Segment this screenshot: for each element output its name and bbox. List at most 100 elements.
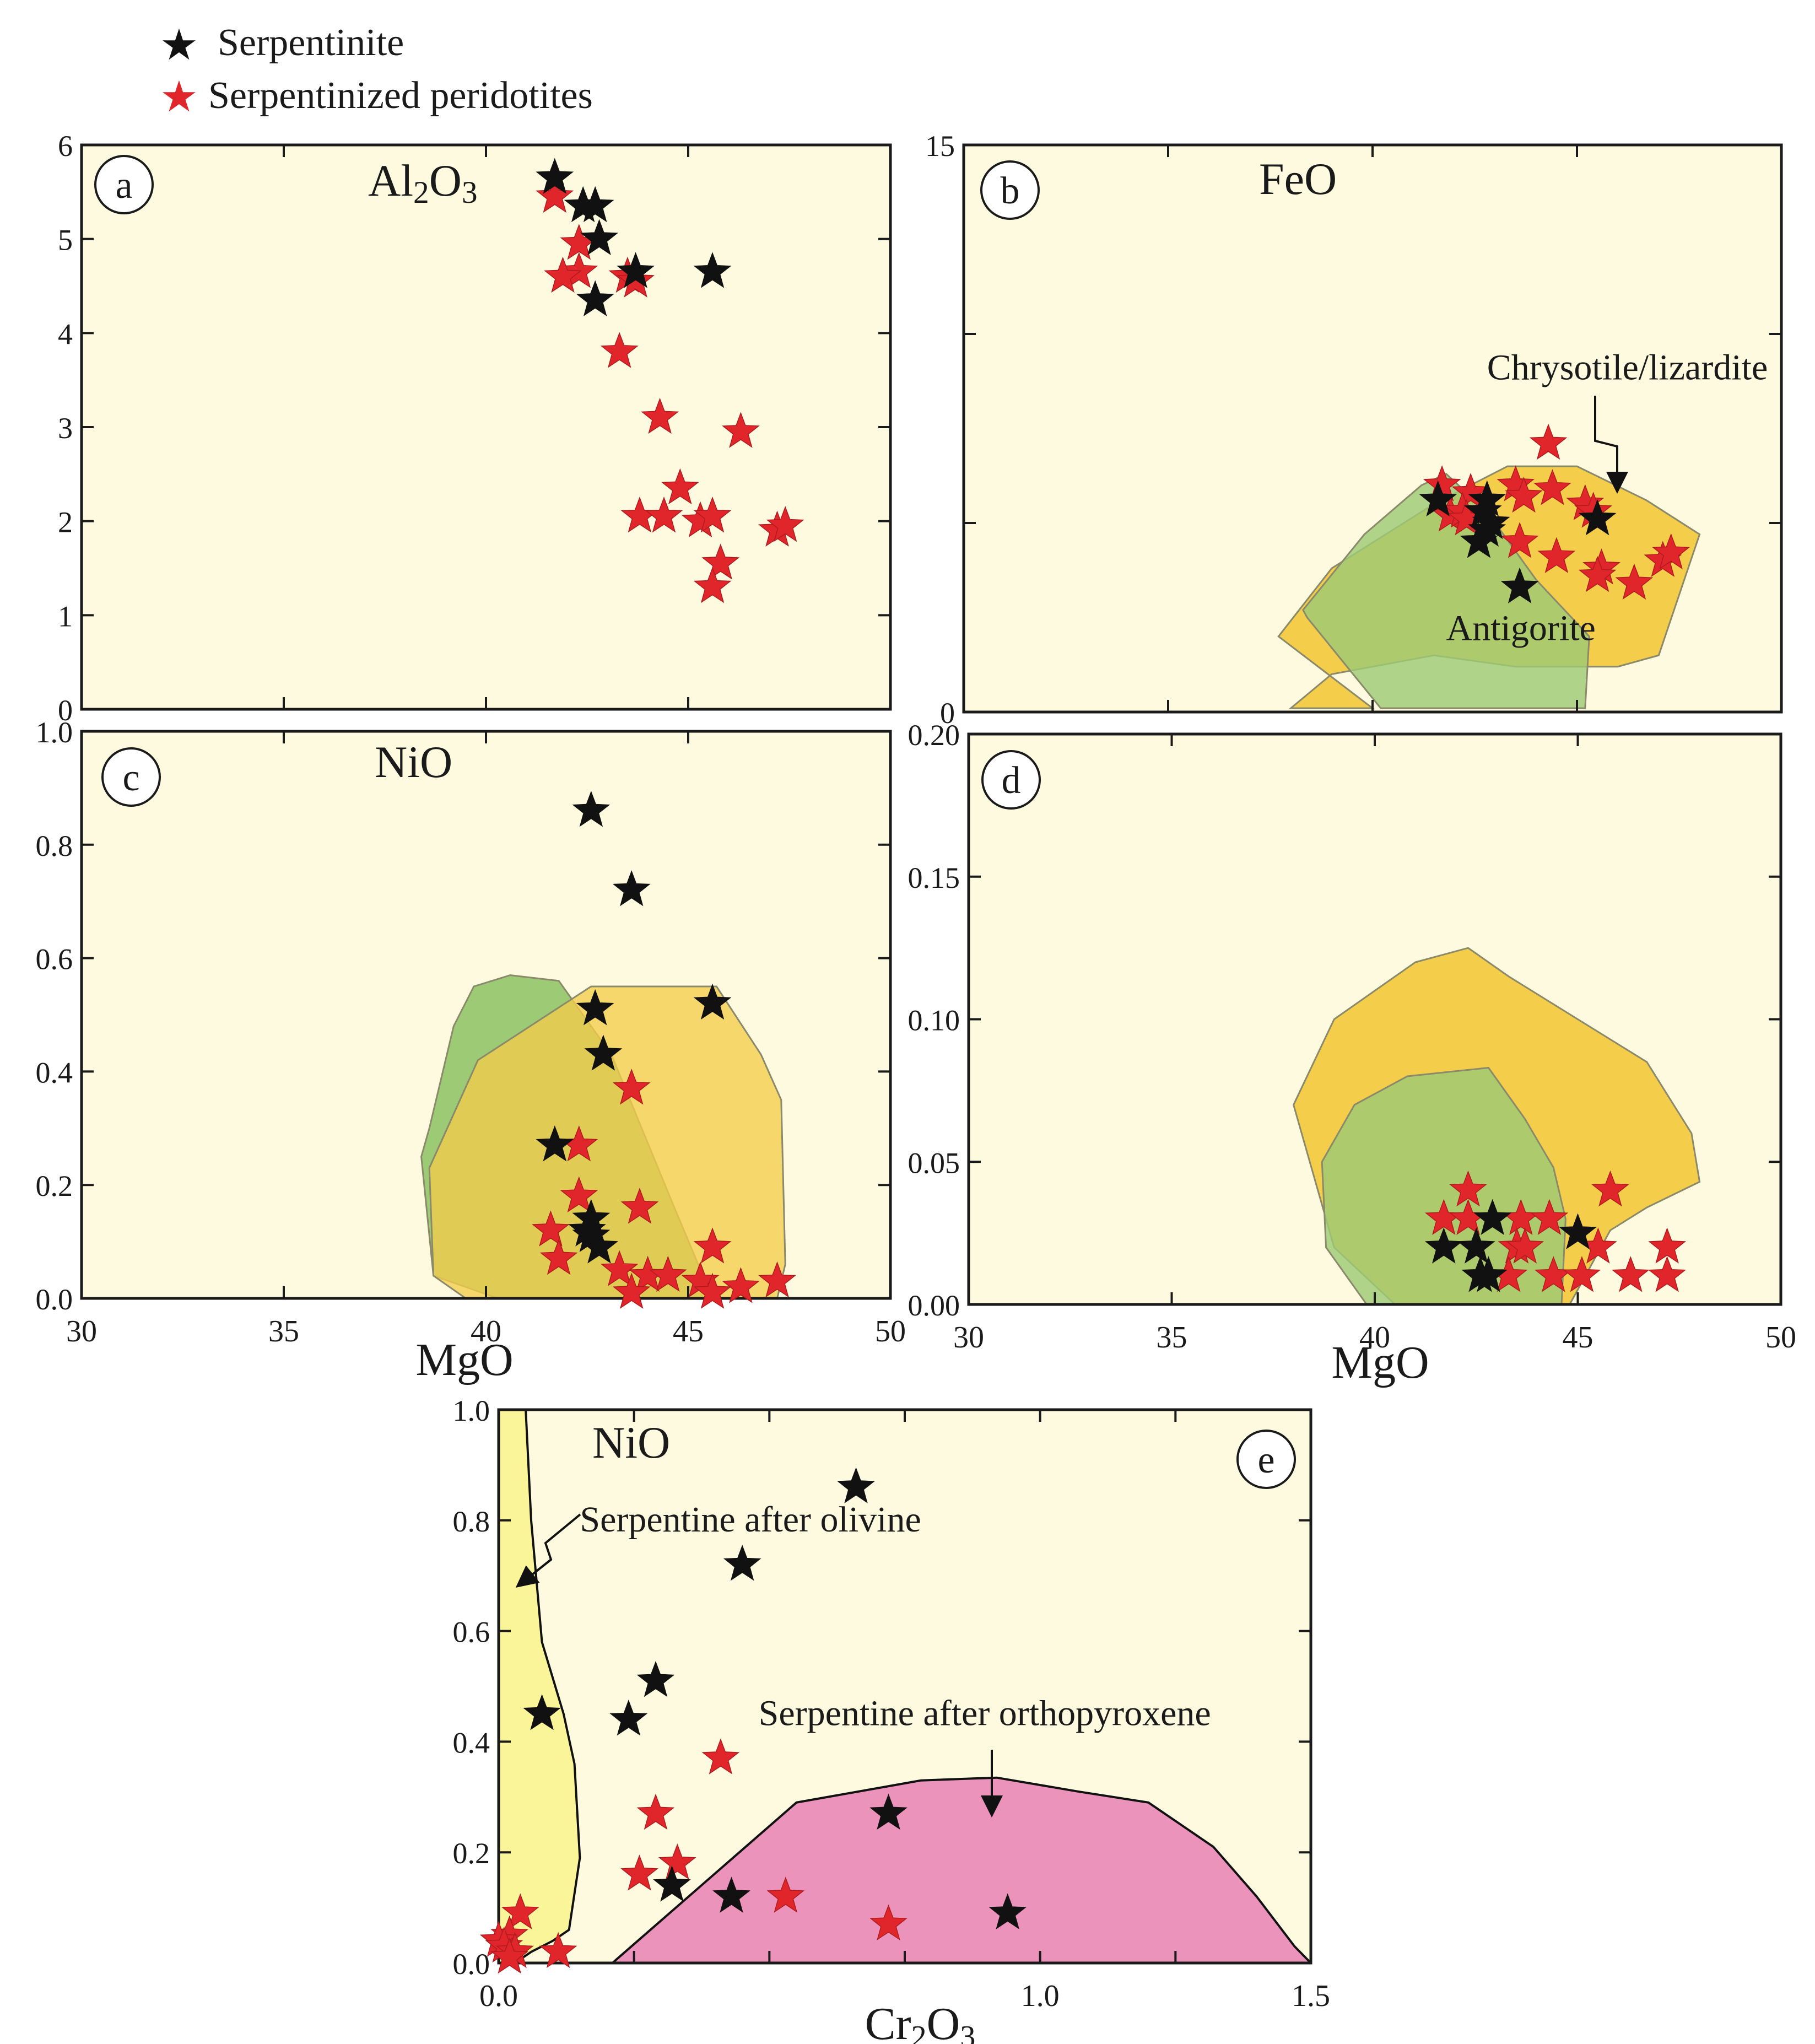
point-a-peridotite-17 bbox=[693, 567, 732, 603]
point-b-peridotite-8 bbox=[1529, 423, 1568, 460]
panel-title-c: NiO bbox=[375, 737, 452, 787]
panel-label-d: d bbox=[1002, 759, 1021, 802]
legend-star-serpentinite: ★ bbox=[160, 20, 198, 70]
point-c-serpentinite-4 bbox=[584, 1034, 623, 1071]
point-e-serpentinite-1 bbox=[723, 1544, 761, 1581]
point-c-peridotite-8 bbox=[649, 1255, 687, 1292]
point-c-peridotite-4 bbox=[532, 1210, 570, 1247]
legend-label-peridotite: Serpentinized peridotites bbox=[208, 74, 593, 117]
ytick-label-e: 0.8 bbox=[453, 1505, 490, 1538]
point-c-serpentinite-1 bbox=[612, 870, 651, 907]
point-a-serpentinite-3 bbox=[580, 219, 618, 255]
xtick-label-e: 1.5 bbox=[1292, 1979, 1330, 2013]
point-b-peridotite-14 bbox=[1578, 556, 1617, 592]
point-a-peridotite-3 bbox=[544, 256, 582, 293]
ytick-label-e: 0.6 bbox=[453, 1616, 490, 1649]
arrow-lizardite bbox=[1594, 396, 1628, 494]
point-b-peridotite-11 bbox=[1500, 522, 1539, 558]
point-d-peridotite-8 bbox=[1591, 1170, 1629, 1207]
ytick-label-d: 0.10 bbox=[908, 1004, 960, 1037]
ytick-label-c: 0.0 bbox=[36, 1283, 73, 1316]
point-d-serpentinite-2 bbox=[1473, 1199, 1512, 1236]
ytick-label-b: 15 bbox=[925, 130, 955, 163]
point-a-peridotite-6 bbox=[600, 332, 639, 368]
series-d-peridotite bbox=[1424, 1170, 1687, 1292]
series-e-serpentinite bbox=[523, 1467, 1027, 1929]
point-a-peridotite-0 bbox=[536, 176, 574, 213]
panel-label-circle-e bbox=[1236, 1430, 1296, 1489]
point-c-serpentinite-5 bbox=[536, 1125, 574, 1162]
ytick-label-c: 1.0 bbox=[36, 716, 73, 749]
point-d-serpentinite-4 bbox=[1469, 1256, 1508, 1292]
point-e-serpentinite-3 bbox=[609, 1700, 648, 1736]
point-e-peridotite-6 bbox=[501, 1893, 539, 1929]
xtick-label-e: 0.0 bbox=[479, 1979, 518, 2013]
series-c-peridotite bbox=[532, 1069, 796, 1309]
legend-label-serpentinite: Serpentinite bbox=[218, 21, 404, 64]
xtick-label-c: 40 bbox=[471, 1314, 501, 1349]
xlabel-e: Cr2O3 bbox=[865, 1998, 976, 2044]
panel-title-e: NiO bbox=[592, 1417, 670, 1468]
xtick-label-c: 45 bbox=[673, 1314, 704, 1349]
point-a-peridotite-16 bbox=[701, 543, 740, 580]
point-c-peridotite-14 bbox=[693, 1272, 732, 1309]
point-d-serpentinite-1 bbox=[1457, 1227, 1495, 1264]
ytick-label-e: 1.0 bbox=[453, 1394, 490, 1427]
legend-item-peridotite: ★ Serpentinized peridotites bbox=[160, 72, 593, 122]
panel-label-c: c bbox=[122, 757, 139, 799]
point-a-peridotite-11 bbox=[645, 496, 683, 533]
region-b-antigorite bbox=[1302, 473, 1590, 709]
panel-label-circle-c bbox=[101, 747, 161, 807]
panel-c: 30 35 40 45 50 0.0 0.2 0.4 0.6 0.8 1.0 NiO c bbox=[36, 716, 906, 1349]
point-e-peridotite-0 bbox=[701, 1738, 740, 1775]
point-a-serpentinite-0 bbox=[536, 158, 574, 194]
point-d-peridotite-12 bbox=[1563, 1256, 1601, 1292]
point-e-peridotite-11 bbox=[490, 1937, 529, 1974]
region-c-lizardite bbox=[428, 985, 786, 1298]
point-e-peridotite-4 bbox=[766, 1876, 805, 1913]
point-b-peridotite-15 bbox=[1615, 563, 1654, 600]
ytick-label-c: 0.6 bbox=[36, 943, 73, 976]
xlabel-d: MgO bbox=[1331, 1337, 1429, 1388]
point-d-peridotite-13 bbox=[1611, 1256, 1650, 1292]
point-a-peridotite-15 bbox=[766, 506, 804, 542]
point-e-serpentinite-5 bbox=[869, 1793, 908, 1830]
panel-title-a: Al2O3 bbox=[368, 155, 478, 210]
xtick-label-d: 35 bbox=[1157, 1320, 1187, 1355]
point-c-peridotite-11 bbox=[722, 1267, 760, 1303]
point-c-serpentinite-2 bbox=[576, 989, 614, 1026]
ytick-label-c: 0.2 bbox=[36, 1169, 73, 1202]
ytick-label-a: 1 bbox=[58, 600, 73, 633]
ytick-label-d: 0.20 bbox=[908, 719, 960, 752]
panel-label-b: b bbox=[1001, 170, 1020, 212]
series-c-serpentinite bbox=[536, 790, 732, 1264]
annotation-e-0: Serpentine after olivine bbox=[580, 1500, 921, 1540]
plot-area-a bbox=[82, 145, 890, 709]
ytick-label-d: 0.00 bbox=[908, 1289, 960, 1322]
annotation-b-1: Antigorite bbox=[1446, 608, 1596, 649]
ytick-label-a: 4 bbox=[58, 317, 73, 350]
xtick-label-c: 35 bbox=[268, 1314, 299, 1349]
point-d-peridotite-14 bbox=[1648, 1256, 1687, 1292]
xtick-label-d: 40 bbox=[1359, 1320, 1390, 1355]
point-c-peridotite-3 bbox=[620, 1188, 659, 1224]
ytick-label-a: 0 bbox=[58, 694, 73, 727]
point-c-peridotite-2 bbox=[560, 1176, 598, 1213]
point-a-peridotite-9 bbox=[661, 468, 699, 505]
xtick-label-e: 1.0 bbox=[1021, 1979, 1060, 2013]
point-e-serpentinite-2 bbox=[523, 1694, 561, 1730]
point-e-peridotite-2 bbox=[658, 1843, 696, 1880]
legend: ★ Serpentinite ★ Serpentinized peridotit… bbox=[160, 20, 593, 122]
point-e-serpentinite-6 bbox=[653, 1865, 691, 1902]
region-e-olivine bbox=[499, 1410, 581, 1963]
point-c-serpentinite-9 bbox=[580, 1227, 618, 1264]
ytick-label-d: 0.15 bbox=[908, 861, 960, 894]
series-d-serpentinite bbox=[1424, 1199, 1597, 1292]
point-c-peridotite-12 bbox=[758, 1261, 796, 1298]
point-a-peridotite-8 bbox=[722, 412, 760, 448]
point-a-serpentinite-4 bbox=[576, 280, 614, 316]
panel-label-a: a bbox=[115, 164, 132, 207]
xtick-label-c: 30 bbox=[66, 1314, 97, 1349]
ytick-label-a: 5 bbox=[58, 224, 73, 257]
